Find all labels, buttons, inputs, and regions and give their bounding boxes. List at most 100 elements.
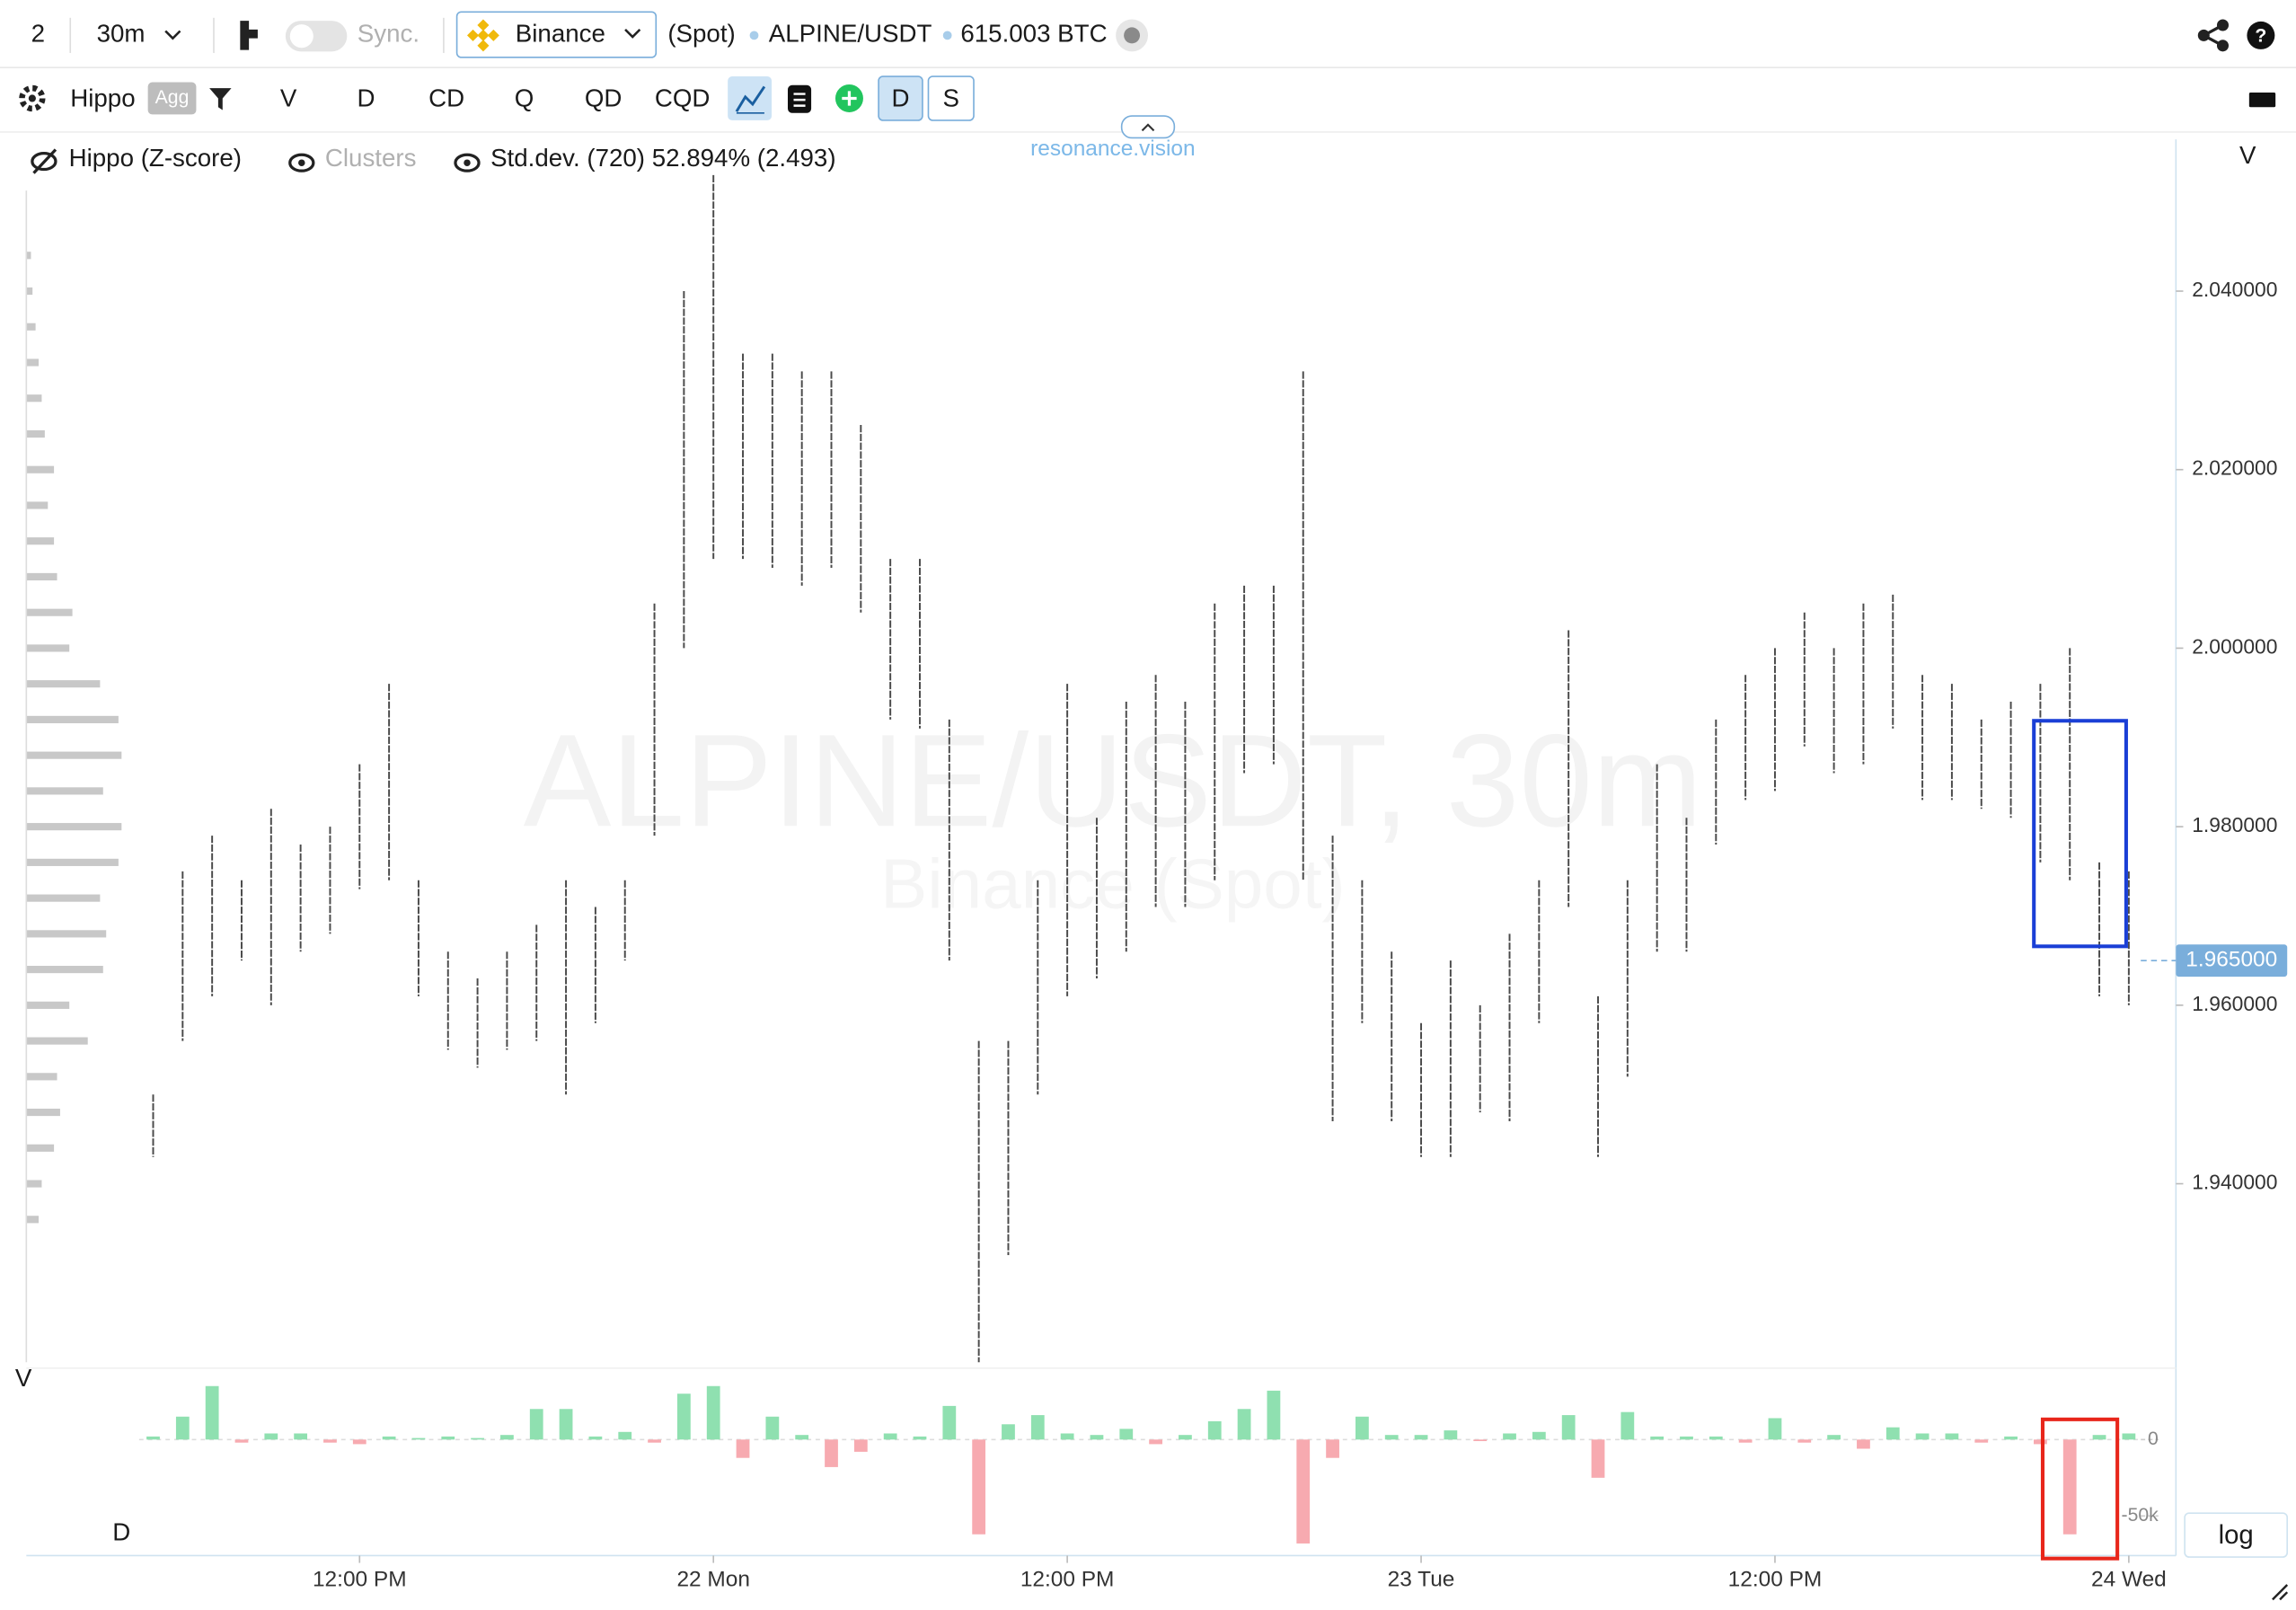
- delta-bar: [736, 1439, 750, 1458]
- profile-bar: [26, 465, 55, 473]
- watermark-sub: Binance (Spot): [880, 844, 1346, 923]
- profile-bar: [26, 715, 119, 723]
- y-tick-label: 0: [2148, 1429, 2159, 1449]
- delta-bar: [648, 1439, 661, 1443]
- delta-bar: [529, 1409, 543, 1440]
- delta-bar: [1002, 1424, 1015, 1440]
- hidden-icon[interactable]: [31, 151, 57, 172]
- indicator-button[interactable]: CQD: [655, 84, 711, 111]
- indicator-button[interactable]: Q: [515, 84, 534, 111]
- indicator-buttons: V D CD Q QD CQD: [280, 84, 711, 111]
- dot: [942, 31, 952, 40]
- delta-bar: [1473, 1439, 1488, 1441]
- layout-count[interactable]: 2: [31, 20, 45, 48]
- profile-bar: [26, 572, 57, 581]
- profile-bar: [26, 680, 101, 688]
- indicator-button[interactable]: D: [358, 84, 375, 111]
- exchange-select[interactable]: [455, 11, 658, 58]
- delta-bar: [352, 1439, 366, 1445]
- profile-bar: [26, 323, 36, 331]
- eye-icon[interactable]: [454, 153, 481, 172]
- delta-bar: [1414, 1435, 1428, 1440]
- profile-bar: [26, 537, 55, 545]
- delta-bar: [1444, 1430, 1458, 1440]
- profile-bar: [26, 501, 49, 509]
- y-tick-label: -50k: [2122, 1505, 2159, 1526]
- x-tick-label: 23 Tue: [1388, 1568, 1455, 1592]
- collapse-chevron: [1141, 123, 1155, 132]
- profile-bar: [26, 394, 42, 402]
- highlight-box: [2040, 1417, 2120, 1561]
- toolbar: 2 30m Sync. Binance (Spot) ALPINE/USDT 6…: [0, 11, 2296, 69]
- delta-bar: [1060, 1433, 1074, 1440]
- legend: Hippo (Z-score) Clusters Std.dev. (720) …: [31, 115, 1196, 174]
- delta-bar: [1709, 1436, 1723, 1440]
- delta-bar: [1267, 1390, 1281, 1440]
- hidden-slash: [32, 148, 57, 174]
- settings-icon[interactable]: [19, 84, 46, 112]
- resize-handle[interactable]: [2272, 1584, 2289, 1601]
- x-tick-label: 24 Wed: [2091, 1568, 2167, 1592]
- filter-icon[interactable]: [209, 88, 232, 111]
- profile-bar: [26, 1180, 42, 1188]
- ruler-icon[interactable]: [2248, 92, 2276, 108]
- current-price-tag: [2176, 944, 2288, 978]
- stddev-legend: Std.dev. (720) 52.894% (2.493): [490, 144, 836, 172]
- delta-bar: [1857, 1439, 1870, 1449]
- collapse-button[interactable]: [1120, 115, 1176, 139]
- delta-bar: [942, 1405, 957, 1440]
- delta-bar: [588, 1436, 603, 1440]
- toggle-d[interactable]: [878, 75, 923, 121]
- delta-bar: [1384, 1435, 1399, 1440]
- toggle-s[interactable]: [927, 75, 975, 121]
- toggle-knob: [289, 24, 313, 49]
- delta-bar: [1974, 1439, 1989, 1443]
- layout-icon[interactable]: [240, 21, 258, 50]
- interval[interactable]: 30m: [97, 20, 146, 48]
- indicator-button[interactable]: QD: [585, 84, 623, 111]
- delta-bar: [1090, 1435, 1104, 1440]
- delta-bar: [264, 1433, 278, 1440]
- share-icon[interactable]: [2197, 19, 2230, 52]
- delta-bar: [1650, 1436, 1665, 1440]
- profile-bar: [26, 1037, 88, 1045]
- y-tick-label: 1.940000: [2192, 1171, 2277, 1194]
- profile-bar: [26, 1108, 60, 1117]
- profile-bar: [26, 1144, 55, 1152]
- delta-bar: [2092, 1435, 2106, 1440]
- sync-label: Sync.: [358, 20, 419, 48]
- delta-bar: [1355, 1416, 1369, 1440]
- delta-bar: [676, 1393, 691, 1440]
- delta-bar: [1768, 1418, 1782, 1440]
- toggle-d-label: D: [892, 84, 910, 111]
- symbol[interactable]: ALPINE/USDT: [769, 20, 932, 48]
- indicator-button[interactable]: CD: [428, 84, 464, 111]
- delta-bar: [559, 1409, 573, 1440]
- status-dot: [1124, 27, 1141, 44]
- delta-bar: [913, 1436, 927, 1440]
- profile-bar: [26, 1216, 40, 1224]
- agg-badge[interactable]: [147, 82, 197, 115]
- volume-pane-label: V: [15, 1364, 32, 1392]
- x-tick-label: 12:00 PM: [313, 1568, 407, 1592]
- eye-icon[interactable]: [288, 153, 315, 172]
- list-icon: [793, 93, 806, 107]
- delta-bar: [1885, 1427, 1900, 1440]
- profile-bar: [26, 751, 122, 759]
- log-button[interactable]: [2184, 1512, 2289, 1558]
- y-tick-label: 1.980000: [2192, 813, 2277, 836]
- exchange: Binance: [516, 20, 605, 48]
- delta-bar: [1827, 1435, 1841, 1440]
- profile-bar: [26, 1073, 57, 1081]
- delta-bar: [1149, 1439, 1162, 1445]
- delta-bar: [1797, 1439, 1812, 1443]
- delta-bar: [1915, 1433, 1930, 1440]
- help-icon[interactable]: [2247, 21, 2275, 49]
- y-tick-label: 2.040000: [2192, 278, 2277, 301]
- delta-bar: [972, 1439, 986, 1535]
- delta-bar: [1119, 1429, 1134, 1440]
- profile-bar: [26, 252, 31, 260]
- indicator-button[interactable]: V: [280, 84, 297, 111]
- delta-bar: [1945, 1433, 1959, 1440]
